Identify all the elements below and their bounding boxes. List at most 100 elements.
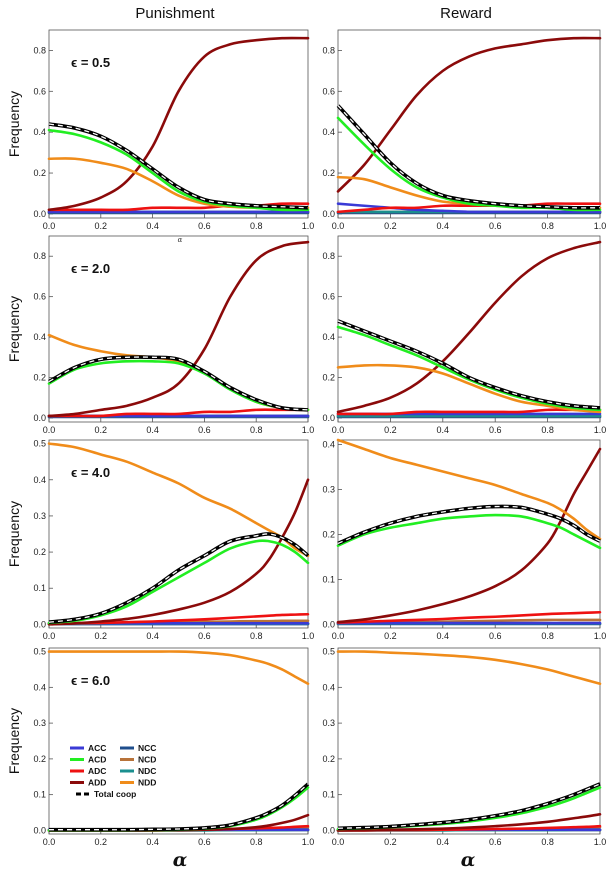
x-tick-label: 0.4 xyxy=(146,631,159,641)
legend-item-ncd: NCD xyxy=(120,755,156,765)
panel-2: 0.0 0.2 0.4 0.6 0.8 1.0 0.0 0.2 0.4 0.6 0.8 xyxy=(322,29,607,231)
legend-label: NDC xyxy=(138,766,156,776)
y-tick-label: 0.0 xyxy=(33,825,46,835)
series-line-ndd xyxy=(336,650,602,686)
y-tick-label: 0.0 xyxy=(33,619,46,629)
series-line-ndd xyxy=(47,650,310,686)
series-line-total-coop-dash xyxy=(48,356,309,411)
y-axis-label: Frequency xyxy=(6,296,22,362)
y-tick-label: 0.5 xyxy=(33,647,46,657)
x-tick-label: 1.0 xyxy=(594,221,607,231)
series-line-acd xyxy=(336,513,602,550)
x-tick-label: 0.6 xyxy=(198,221,211,231)
plot-frame xyxy=(337,647,601,835)
x-tick-label: 0.2 xyxy=(95,837,108,847)
x-tick-label: 0.4 xyxy=(146,221,159,231)
x-tick-label: 0.0 xyxy=(332,837,345,847)
y-tick-label: 0.8 xyxy=(33,251,46,261)
legend-label: ADC xyxy=(88,766,106,776)
panel-8: 0.0 0.2 0.4 0.6 0.8 1.0 0.0 0.1 0.2 0.3 0.4 0.5 xyxy=(322,647,606,847)
y-tick-label: 0.2 xyxy=(33,547,46,557)
x-tick-label: 0.0 xyxy=(332,221,345,231)
series-line-acd xyxy=(336,325,602,412)
series-line-total-coop-dash xyxy=(48,783,309,831)
x-tick-label: 0.6 xyxy=(489,425,502,435)
series-line-adc xyxy=(336,408,602,416)
x-tick-label: 0.2 xyxy=(384,425,397,435)
legend-item-total-coop: Total coop xyxy=(76,789,136,799)
y-tick-label: 0.6 xyxy=(33,292,46,302)
series-line-ndd xyxy=(47,157,310,210)
series-line-adc xyxy=(47,612,310,625)
y-tick-label: 0.4 xyxy=(322,439,335,449)
y-tick-label: 0.6 xyxy=(322,86,335,96)
y-tick-label: 0.8 xyxy=(33,45,46,55)
x-tick-label: 0.2 xyxy=(384,837,397,847)
x-tick-label: 0.4 xyxy=(437,425,450,435)
panel-1: 0.0 0.2 0.4 0.6 0.8 1.0 0.0 0.2 0.4 0.6 0.8 Frequen… xyxy=(6,29,315,231)
x-tick-label: 1.0 xyxy=(594,631,607,641)
y-tick-label: 0.5 xyxy=(33,439,46,449)
series-line-acd xyxy=(336,116,602,212)
x-tick-label: 0.4 xyxy=(146,425,159,435)
series-line-total-coop-dash xyxy=(337,320,601,409)
column-title-reward: Reward xyxy=(440,5,492,22)
series-line-total-coop xyxy=(48,782,310,832)
legend-item-acc: ACC xyxy=(70,743,106,753)
series-line-add xyxy=(336,36,602,193)
x-tick-label: 0.0 xyxy=(332,425,345,435)
series-line-add xyxy=(47,36,310,212)
y-tick-label: 0.2 xyxy=(322,754,335,764)
series-line-acd xyxy=(47,128,310,212)
y-tick-label: 0.8 xyxy=(322,251,335,261)
y-tick-label: 0.1 xyxy=(33,583,46,593)
y-tick-label: 0.0 xyxy=(33,209,46,219)
x-tick-label: 0.8 xyxy=(250,631,263,641)
x-tick-label: 0.6 xyxy=(489,837,502,847)
legend-label: ADD xyxy=(88,778,106,788)
legend-label: NCD xyxy=(138,755,156,765)
x-tick-label: 1.0 xyxy=(594,425,607,435)
epsilon-annotation: ϵ = 2.0 xyxy=(71,261,110,276)
legend-label: NCC xyxy=(138,743,156,753)
x-tick-label: 0.6 xyxy=(198,425,211,435)
x-tick-label: 0.8 xyxy=(541,631,554,641)
plot-frame xyxy=(48,439,309,629)
panel-4: 0.0 0.2 0.4 0.6 0.8 1.0 0.0 0.2 0.4 0.6 0.8 xyxy=(322,235,607,435)
series-line-ndd xyxy=(47,442,310,557)
x-tick-label: 0.2 xyxy=(384,631,397,641)
series-line-adc xyxy=(336,202,602,214)
x-tick-label: 0.6 xyxy=(489,631,502,641)
plot-frame xyxy=(337,235,601,423)
series-line-total-coop-dash xyxy=(48,123,309,209)
y-tick-label: 0.1 xyxy=(322,574,335,584)
x-axis-label-right: α xyxy=(461,849,476,871)
y-tick-label: 0.4 xyxy=(33,127,46,137)
legend-item-ndd: NDD xyxy=(120,778,156,788)
x-tick-label: 0.8 xyxy=(250,221,263,231)
x-tick-label: 1.0 xyxy=(302,221,315,231)
y-tick-label: 0.0 xyxy=(322,619,335,629)
epsilon-annotation: ϵ = 0.5 xyxy=(71,55,110,70)
y-tick-label: 0.0 xyxy=(322,209,335,219)
x-tick-label: 1.0 xyxy=(594,837,607,847)
x-tick-label: 0.8 xyxy=(250,837,263,847)
x-tick-label: 0.6 xyxy=(198,631,211,641)
y-tick-label: 0.1 xyxy=(33,790,46,800)
x-tick-label: 0.8 xyxy=(541,837,554,847)
x-tick-label: 0.4 xyxy=(437,631,450,641)
y-axis-label: Frequency xyxy=(6,708,22,774)
legend-item-adc: ADC xyxy=(70,766,106,776)
x-tick-label: 1.0 xyxy=(302,837,315,847)
series-line-add xyxy=(47,478,310,626)
y-tick-label: 0.6 xyxy=(322,292,335,302)
series-line-total-coop-dash xyxy=(337,783,601,829)
y-tick-label: 0.3 xyxy=(33,718,46,728)
y-tick-label: 0.0 xyxy=(322,413,335,423)
x-tick-label: 0.2 xyxy=(95,425,108,435)
plot-frame xyxy=(337,29,601,219)
series-line-adc xyxy=(336,610,602,624)
y-tick-label: 0.2 xyxy=(33,168,46,178)
